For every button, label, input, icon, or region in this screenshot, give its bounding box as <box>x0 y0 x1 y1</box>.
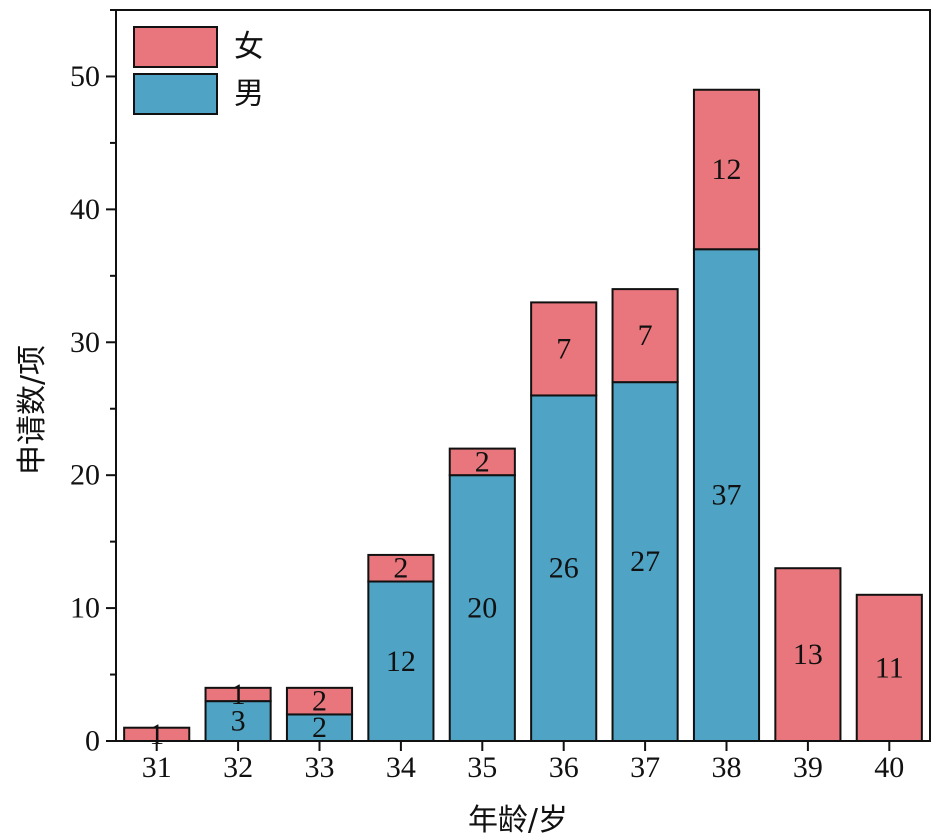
bar-female-33 <box>285 686 354 716</box>
bar-female-37 <box>611 288 679 384</box>
x-tick-label-31: 31 <box>142 751 172 784</box>
bar-male-33 <box>285 713 354 742</box>
bar-label-male-35: 20 <box>467 592 497 625</box>
bar-male-37 <box>611 381 679 742</box>
bar-male-35 <box>448 474 516 742</box>
bar-female-34 <box>367 553 435 583</box>
bar-label-female-31: 1 <box>149 718 164 751</box>
bar-male-32 <box>204 700 272 743</box>
bar-female-39 <box>774 567 842 742</box>
legend-label-male: 男 <box>234 77 264 112</box>
y-tick-label: 20 <box>70 459 100 492</box>
bar-label-male-36: 26 <box>549 552 579 585</box>
x-axis-title: 年龄/岁 <box>468 803 568 838</box>
y-axis-title: 申请数/项 <box>15 345 50 475</box>
bar-male-36 <box>530 394 598 742</box>
bar-label-male-37: 27 <box>630 545 660 578</box>
bar-label-male-38: 37 <box>712 479 742 512</box>
x-tick-label-33: 33 <box>305 751 335 784</box>
bar-label-male-32: 3 <box>231 705 246 738</box>
bar-label-female-36: 7 <box>556 332 571 365</box>
bar-label-female-38: 12 <box>712 153 742 186</box>
legend-swatch-male <box>133 73 218 115</box>
bar-label-female-34: 2 <box>393 552 408 585</box>
bar-label-female-39: 13 <box>793 638 823 671</box>
legend: 女男 <box>133 26 264 115</box>
x-tick-label-34: 34 <box>386 751 416 784</box>
y-tick-label: 0 <box>85 725 100 758</box>
bars <box>123 88 923 743</box>
y-tick-label: 30 <box>70 326 100 359</box>
bar-label-female-40: 11 <box>875 651 904 684</box>
x-tick-label-38: 38 <box>712 751 742 784</box>
legend-swatch-female <box>133 26 218 68</box>
bar-label-female-37: 7 <box>638 319 653 352</box>
y-tick-label: 40 <box>70 193 100 226</box>
bar-label-male-34: 12 <box>386 645 416 678</box>
bar-label-female-33: 2 <box>312 685 327 718</box>
x-tick-label-32: 32 <box>223 751 253 784</box>
bar-female-40 <box>855 593 923 742</box>
bar-label-male-33: 2 <box>312 711 327 744</box>
x-tick-label-35: 35 <box>467 751 497 784</box>
bar-label-female-32: 1 <box>231 678 246 711</box>
bar-female-32 <box>204 686 272 703</box>
x-tick-label-37: 37 <box>630 751 660 784</box>
legend-label-female: 女 <box>234 30 264 65</box>
plot-frame <box>115 9 931 742</box>
bar-female-36 <box>530 301 598 397</box>
bar-label-female-35: 2 <box>475 445 490 478</box>
x-tick-label-36: 36 <box>549 751 579 784</box>
bar-female-38 <box>692 88 761 251</box>
x-tick-label-40: 40 <box>874 751 904 784</box>
y-tick-label: 50 <box>70 60 100 93</box>
x-tick-label-39: 39 <box>793 751 823 784</box>
bar-male-38 <box>692 248 761 743</box>
bar-female-35 <box>448 447 516 477</box>
y-tick-label: 10 <box>70 592 100 625</box>
